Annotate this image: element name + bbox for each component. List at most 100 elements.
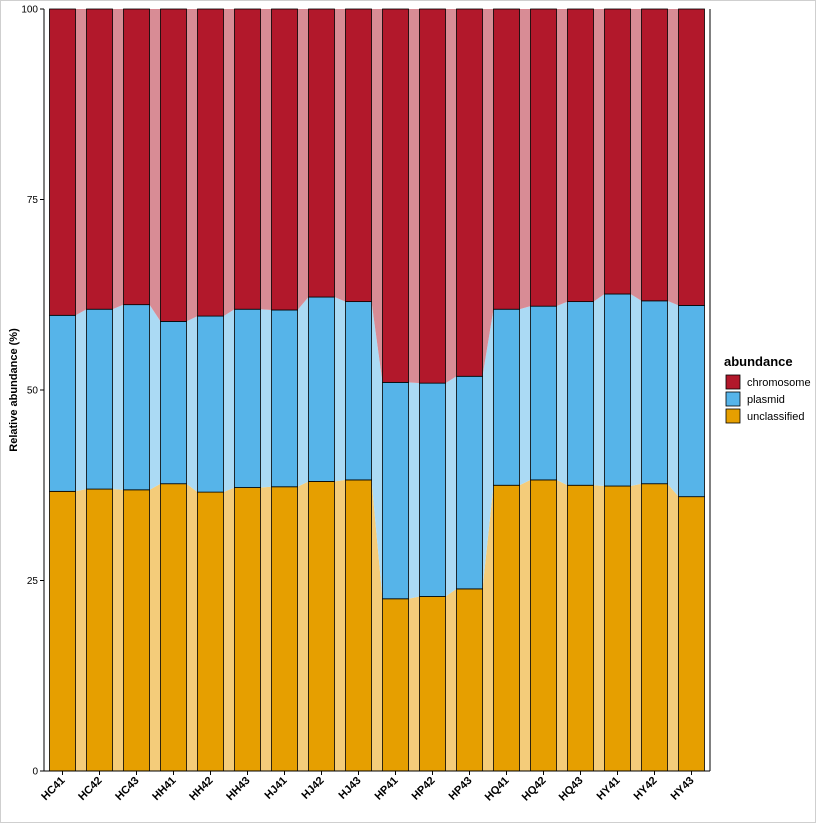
bar-HP43-plasmid xyxy=(456,375,483,590)
flow-ribbons xyxy=(75,9,679,771)
ribbon-chromosome-HJ42-HJ43 xyxy=(334,9,346,302)
bar-HQ43-plasmid xyxy=(567,301,594,486)
bar-HC41-unclassified xyxy=(49,490,76,772)
ribbon-plasmid-HH41-HH42 xyxy=(186,316,198,493)
ribbon-chromosome-HP43-HQ41 xyxy=(482,9,494,377)
legend-label-chromosome: chromosome xyxy=(747,377,811,389)
ribbon-chromosome-HC43-HH41 xyxy=(149,9,161,322)
ribbon-plasmid-HJ43-HP41 xyxy=(371,301,383,599)
bar-HC42-unclassified xyxy=(86,488,113,772)
bar-HC43-chromosome xyxy=(123,8,150,306)
x-tick-label-HJ42: HJ42 xyxy=(300,775,327,802)
ribbon-chromosome-HQ42-HQ43 xyxy=(556,9,568,307)
legend-swatch-plasmid xyxy=(725,391,741,407)
ribbon-chromosome-HH41-HH42 xyxy=(186,9,198,322)
x-tick-label-HQ42: HQ42 xyxy=(520,775,549,804)
ribbon-chromosome-HH43-HJ41 xyxy=(260,9,272,310)
ribbon-plasmid-HY41-HY42 xyxy=(630,293,642,487)
ribbon-plasmid-HP42-HP43 xyxy=(445,376,457,597)
ribbon-plasmid-HQ43-HY41 xyxy=(593,293,605,487)
x-ticks: HC41 HC42 HC43 HH41 HH42 HH43 HJ41 HJ42 HJ43 HP41… xyxy=(39,771,697,804)
bar-HH41-chromosome xyxy=(160,8,187,322)
bar-HH43-chromosome xyxy=(234,8,261,310)
bar-HY43-plasmid xyxy=(678,305,705,498)
bar-HP41-unclassified xyxy=(382,598,409,772)
bar-HJ41-unclassified xyxy=(271,486,298,772)
ribbon-unclassified-HH42-HH43 xyxy=(223,487,235,771)
bar-HY42-plasmid xyxy=(641,300,668,485)
bar-HJ43-unclassified xyxy=(345,479,372,772)
y-tick-label: 0 xyxy=(32,767,38,778)
ribbon-unclassified-HY41-HY42 xyxy=(630,483,642,771)
ribbon-chromosome-HQ43-HY41 xyxy=(593,9,605,302)
ribbon-chromosome-HC41-HC42 xyxy=(75,9,87,316)
x-tick-label-HY42: HY42 xyxy=(632,775,660,803)
legend-items: chromosome plasmid unclassified xyxy=(725,374,811,424)
bar-HC41-plasmid xyxy=(49,314,76,492)
bar-HH43-unclassified xyxy=(234,487,261,772)
ribbon-plasmid-HQ41-HQ42 xyxy=(519,306,531,486)
bar-HC42-plasmid xyxy=(86,308,113,490)
bar-HY41-plasmid xyxy=(604,293,631,487)
ribbon-chromosome-HC42-HC43 xyxy=(112,9,124,310)
legend: abundance chromosome plasmid unclassified xyxy=(724,354,811,424)
x-tick-label-HQ41: HQ41 xyxy=(483,775,512,804)
x-tick-label-HQ43: HQ43 xyxy=(557,775,586,804)
ribbon-unclassified-HJ41-HJ42 xyxy=(297,481,309,771)
x-tick-label-HH43: HH43 xyxy=(224,775,252,803)
bar-HJ43-plasmid xyxy=(345,301,372,481)
ribbon-unclassified-HH43-HJ41 xyxy=(260,486,272,771)
ribbon-unclassified-HP43-HQ41 xyxy=(482,485,494,771)
ribbon-plasmid-HC42-HC43 xyxy=(112,304,124,490)
bar-HH42-plasmid xyxy=(197,315,224,493)
y-tick-label: 75 xyxy=(27,195,39,206)
ribbon-unclassified-HJ43-HP41 xyxy=(371,479,383,771)
ribbon-chromosome-HP42-HP43 xyxy=(445,9,457,384)
ribbon-plasmid-HP43-HQ41 xyxy=(482,309,494,589)
bar-HJ42-unclassified xyxy=(308,481,335,772)
x-tick-label-HC41: HC41 xyxy=(39,775,67,803)
legend-label-unclassified: unclassified xyxy=(747,411,804,423)
ribbon-unclassified-HY42-HY43 xyxy=(667,483,679,771)
x-tick-label-HH42: HH42 xyxy=(187,775,215,803)
ribbon-unclassified-HP41-HP42 xyxy=(408,596,420,771)
bar-HJ41-plasmid xyxy=(271,309,298,488)
y-tick-label: 25 xyxy=(27,576,39,587)
x-tick-label-HH41: HH41 xyxy=(150,775,178,803)
ribbon-plasmid-HH43-HJ41 xyxy=(260,309,272,488)
y-tick-label: 100 xyxy=(21,5,38,16)
bar-HJ41-chromosome xyxy=(271,8,298,311)
bar-HQ42-unclassified xyxy=(530,479,557,772)
legend-title: abundance xyxy=(724,354,793,369)
ribbon-chromosome-HY41-HY42 xyxy=(630,9,642,301)
x-tick-label-HJ43: HJ43 xyxy=(337,775,364,802)
bar-segments xyxy=(49,8,705,772)
legend-label-plasmid: plasmid xyxy=(747,394,785,406)
bar-HY43-unclassified xyxy=(678,496,705,772)
ribbon-plasmid-HC41-HC42 xyxy=(75,309,87,492)
bar-HP43-chromosome xyxy=(456,8,483,377)
ribbon-chromosome-HJ43-HP41 xyxy=(371,9,383,383)
bar-HP43-unclassified xyxy=(456,588,483,772)
legend-swatch-unclassified xyxy=(725,408,741,424)
x-tick-label-HJ41: HJ41 xyxy=(263,775,290,802)
ribbon-chromosome-HP41-HP42 xyxy=(408,9,420,384)
bar-HQ41-plasmid xyxy=(493,308,520,486)
bar-HP41-chromosome xyxy=(382,8,409,383)
bar-HY43-chromosome xyxy=(678,8,705,306)
ribbon-unclassified-HQ42-HQ43 xyxy=(556,479,568,771)
bar-HJ42-plasmid xyxy=(308,296,335,482)
ribbon-plasmid-HY42-HY43 xyxy=(667,300,679,497)
ribbon-unclassified-HC42-HC43 xyxy=(112,489,124,771)
ribbon-chromosome-HY42-HY43 xyxy=(667,9,679,306)
x-tick-label-HY41: HY41 xyxy=(595,775,623,803)
bar-HP42-unclassified xyxy=(419,596,446,772)
ribbon-plasmid-HC43-HH41 xyxy=(149,304,161,490)
bar-HH41-unclassified xyxy=(160,483,187,772)
bar-HJ42-chromosome xyxy=(308,8,335,298)
x-tick-label-HY43: HY43 xyxy=(669,775,697,803)
ribbon-unclassified-HH41-HH42 xyxy=(186,483,198,771)
x-tick-label-HC43: HC43 xyxy=(113,775,141,803)
bar-HH41-plasmid xyxy=(160,321,187,485)
